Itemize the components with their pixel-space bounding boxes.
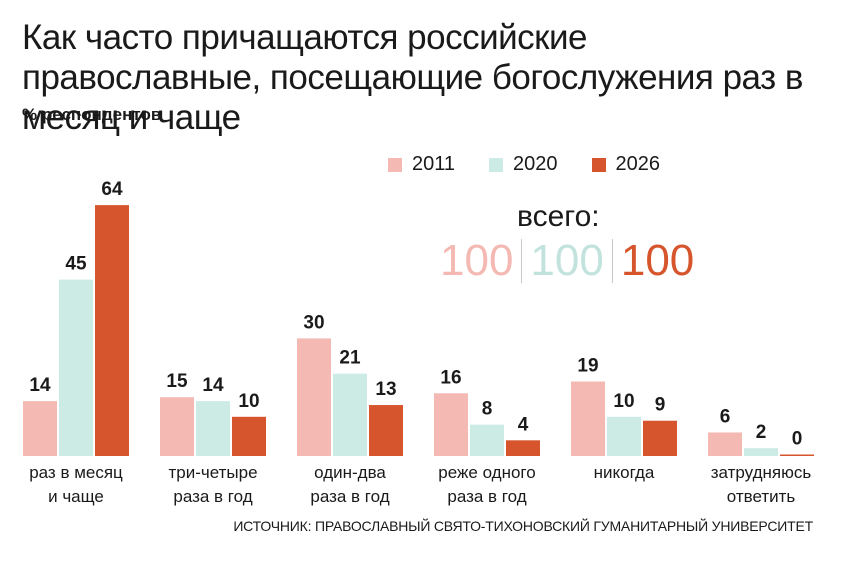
data-label-2011-0: 14 xyxy=(29,375,51,396)
legend-label-2011: 2011 xyxy=(412,153,456,175)
category-label-3: раза в год xyxy=(447,487,526,506)
bar-2026-2 xyxy=(369,405,403,456)
total-2020: 100 xyxy=(530,236,604,285)
data-label-2011-1: 15 xyxy=(166,371,188,392)
bar-2020-4 xyxy=(607,416,641,456)
data-label-2026-5: 0 xyxy=(792,429,803,450)
bar-2020-1 xyxy=(196,401,230,456)
legend-item-2011: 2011 xyxy=(388,153,455,176)
category-label-2: один-два xyxy=(314,463,386,482)
category-label-4: никогда xyxy=(594,463,655,482)
category-label-3: реже одного xyxy=(438,463,535,482)
source-note: ИСТОЧНИК: ПРАВОСЛАВНЫЙ СВЯТО-ТИХОНОВСКИЙ… xyxy=(233,518,813,534)
bar-2011-1 xyxy=(160,397,194,456)
bar-2011-2 xyxy=(297,338,331,456)
data-label-2020-0: 45 xyxy=(65,254,87,275)
bar-2011-4 xyxy=(571,381,605,456)
bar-2026-0 xyxy=(95,205,129,456)
total-separator xyxy=(521,239,523,283)
legend-swatch-2020 xyxy=(489,157,504,172)
data-label-2011-2: 30 xyxy=(303,312,324,333)
total-separator xyxy=(611,239,613,283)
category-label-0: раз в месяц xyxy=(29,463,123,482)
data-label-2020-4: 10 xyxy=(613,391,634,412)
data-label-2026-4: 9 xyxy=(655,395,666,416)
bar-2020-2 xyxy=(333,373,367,456)
category-label-0: и чаще xyxy=(48,487,104,506)
legend-item-2020: 2020 xyxy=(489,153,558,176)
category-label-2: раза в год xyxy=(310,487,389,506)
bar-2026-4 xyxy=(643,420,677,456)
bar-2011-0 xyxy=(23,401,57,456)
data-label-2020-2: 21 xyxy=(339,348,361,369)
data-label-2026-3: 4 xyxy=(518,414,529,435)
category-label-5: затрудняюсь xyxy=(711,463,812,482)
bar-2026-1 xyxy=(232,416,266,456)
legend: 2011 2020 2026 xyxy=(388,153,660,176)
legend-item-2026: 2026 xyxy=(591,153,661,176)
legend-swatch-2011 xyxy=(388,157,402,172)
legend-swatch-2026 xyxy=(591,157,606,172)
data-label-2020-3: 8 xyxy=(482,399,493,420)
legend-label-2026: 2026 xyxy=(615,153,661,175)
data-label-2011-3: 16 xyxy=(440,367,461,388)
category-label-1: три-четыре xyxy=(168,463,257,482)
bar-2020-5 xyxy=(744,448,778,456)
total-2011: 100 xyxy=(440,236,514,285)
data-label-2026-2: 13 xyxy=(375,379,396,400)
category-label-1: раза в год xyxy=(173,487,252,506)
data-label-2026-1: 10 xyxy=(238,391,259,412)
bar-2020-0 xyxy=(59,279,93,456)
data-label-2020-1: 14 xyxy=(202,375,224,396)
bar-2026-3 xyxy=(506,440,540,456)
bar-2011-5 xyxy=(708,432,742,456)
category-label-5: ответить xyxy=(727,487,796,506)
chart-subtitle: % респондентов xyxy=(22,105,162,124)
data-label-2011-4: 19 xyxy=(577,356,598,377)
bar-2026-5 xyxy=(780,454,814,456)
legend-label-2020: 2020 xyxy=(513,153,558,175)
chart-title: Как часто причащаются российские правосл… xyxy=(22,18,804,137)
total-2026: 100 xyxy=(620,236,695,285)
data-label-2026-0: 64 xyxy=(101,179,123,200)
totals: 100 100 100 xyxy=(432,236,702,286)
data-label-2011-5: 6 xyxy=(720,406,731,427)
data-label-2020-5: 2 xyxy=(756,422,767,443)
bar-2020-3 xyxy=(470,424,504,456)
totals-label: всего: xyxy=(517,200,600,233)
bar-2011-3 xyxy=(434,393,468,456)
